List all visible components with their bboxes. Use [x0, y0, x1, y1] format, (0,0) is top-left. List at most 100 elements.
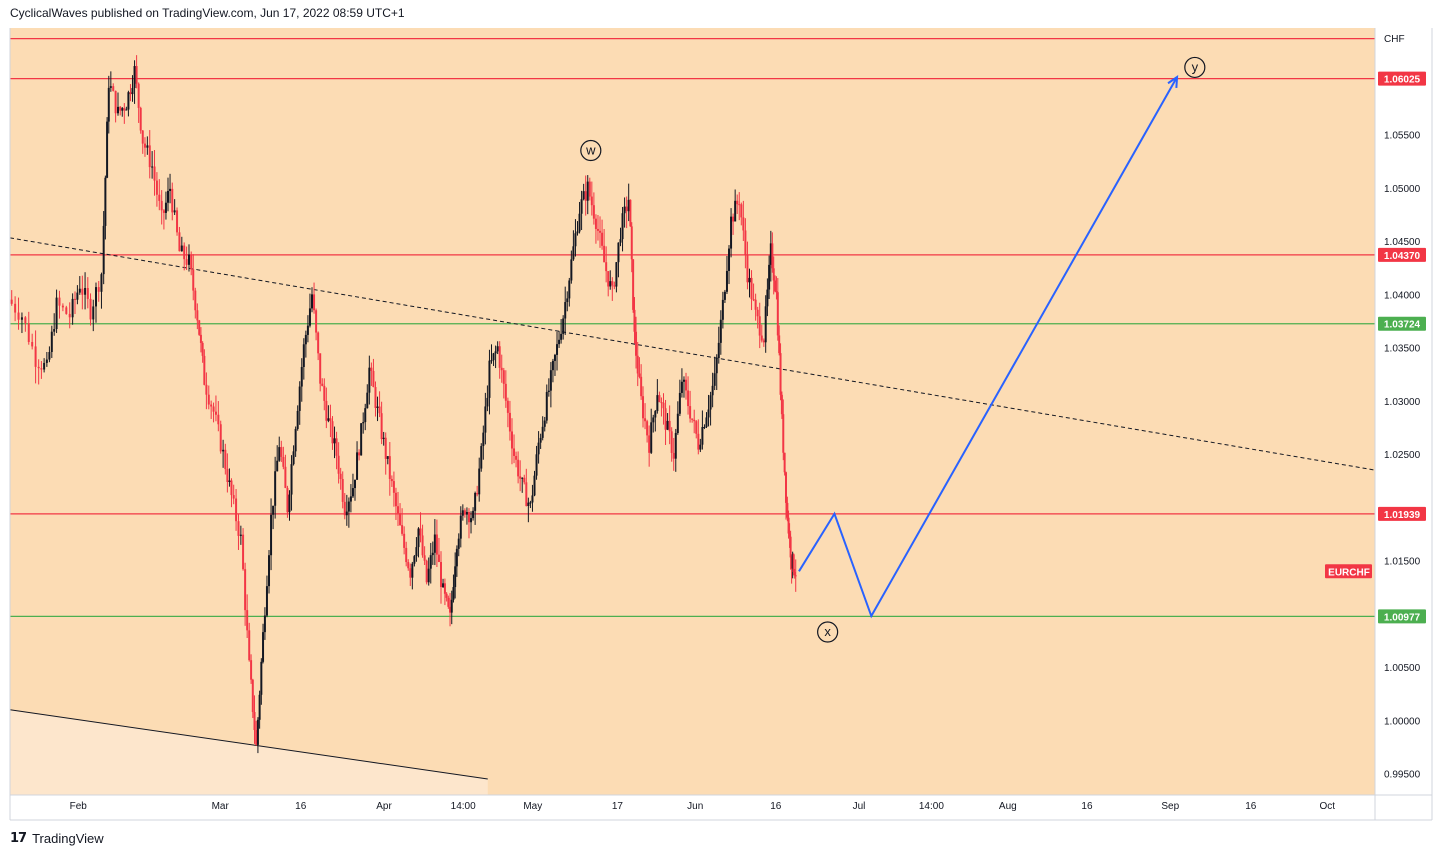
candle-body [171, 188, 174, 213]
candle-body [239, 534, 242, 536]
wave-label-circle [1184, 56, 1206, 79]
x-tick-label: Jun [687, 801, 703, 812]
candle-body [508, 412, 511, 432]
candle-body [265, 586, 268, 616]
candle-body [368, 367, 371, 393]
wave-label-text: x [824, 624, 831, 639]
candle-body [668, 420, 671, 432]
candle-body [443, 583, 446, 594]
candle-body [331, 421, 334, 444]
candle-body [689, 406, 692, 419]
candle-body [356, 452, 359, 480]
candle-body [502, 370, 505, 384]
chart-background [10, 28, 1375, 795]
candle-body [666, 420, 669, 430]
candle-body [45, 359, 48, 363]
candle-body [286, 487, 289, 513]
candle-body [298, 386, 301, 411]
candle-body [758, 316, 761, 336]
candle-body [121, 108, 124, 111]
x-tick-label: Oct [1319, 801, 1335, 812]
candle-body [71, 298, 74, 318]
candle-body [779, 353, 782, 395]
candle-body [676, 413, 679, 433]
candle-body [482, 432, 485, 447]
candle-body [529, 502, 532, 504]
trendline[interactable] [9, 709, 488, 780]
candle-body [419, 528, 422, 536]
candle-body [104, 177, 107, 226]
projection-path[interactable] [798, 76, 1178, 619]
candle-body [262, 632, 265, 662]
lower-channel-fill [10, 709, 488, 795]
x-tick-label: Jul [853, 801, 866, 812]
candle-body [771, 243, 774, 269]
candle-body [713, 373, 716, 386]
candle-body [119, 106, 122, 111]
wave-label-text: y [1192, 59, 1199, 74]
candle-body [187, 254, 190, 265]
candle-body [778, 335, 781, 354]
candle-body [230, 480, 233, 496]
candle-body [319, 353, 322, 384]
candle-body [139, 107, 142, 131]
candle-body [378, 406, 381, 414]
candle-body [302, 344, 305, 367]
candle-body [519, 476, 522, 479]
candle-body [228, 480, 231, 482]
candle-body [793, 572, 796, 576]
candle-body [452, 587, 455, 600]
candle-body [627, 199, 630, 212]
candle-body [611, 281, 614, 286]
candle-body [605, 262, 608, 272]
candle-body [523, 477, 526, 483]
level-price-label: 1.01939 [1384, 510, 1421, 521]
candle-body [732, 216, 735, 222]
candle-body [461, 510, 464, 516]
candle-body [300, 366, 303, 387]
candle-body [55, 297, 58, 330]
candle-body [790, 557, 793, 569]
candle-body [648, 435, 651, 453]
candle-body [237, 521, 240, 536]
candle-body [515, 455, 518, 460]
wave-label-text: w [585, 143, 596, 158]
candle-body [445, 593, 448, 598]
candle-body [556, 344, 559, 355]
candle-body [292, 451, 295, 465]
candle-body [623, 206, 626, 214]
candle-body [775, 291, 778, 293]
candle-body [270, 514, 273, 556]
candle-body [386, 456, 389, 459]
candle-body [492, 353, 495, 361]
candle-body [198, 320, 201, 335]
candle-body [53, 329, 56, 332]
candle-body [158, 194, 161, 201]
candle-body [792, 554, 795, 573]
candle-body [284, 466, 287, 488]
candle-body [703, 427, 706, 429]
candle-body [190, 254, 193, 270]
y-tick-label: 1.05000 [1384, 184, 1421, 195]
y-tick-label: 1.04000 [1384, 290, 1421, 301]
x-tick-label: 14:00 [919, 801, 944, 812]
candle-body [255, 730, 258, 745]
candle-body [178, 232, 181, 252]
level-price-badge [1378, 71, 1426, 86]
candle-body [478, 468, 481, 495]
candle-body [682, 379, 685, 382]
candle-body [14, 303, 17, 313]
candle-body [431, 552, 434, 556]
candle-body [201, 342, 204, 356]
candle-body [717, 342, 720, 359]
candle-body [642, 396, 645, 419]
candle-body [401, 525, 404, 534]
candle-body [576, 231, 579, 234]
candle-body [754, 299, 757, 310]
candle-body [455, 548, 458, 567]
candle-body [127, 92, 130, 110]
candle-body [788, 533, 791, 537]
candle-body [166, 190, 169, 203]
plot-area [10, 28, 1375, 795]
